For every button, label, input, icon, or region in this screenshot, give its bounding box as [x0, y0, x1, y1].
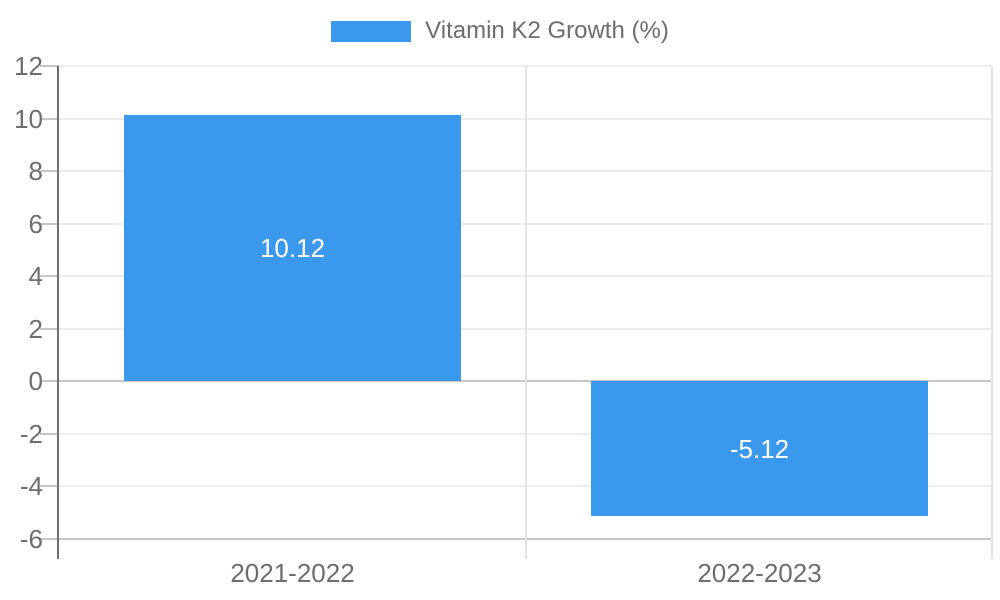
y-tick-mark: [40, 275, 59, 278]
y-tick-label: 12: [14, 51, 43, 81]
y-tick-mark: [40, 380, 59, 383]
y-tick-label: -6: [19, 524, 43, 554]
y-tick-mark: [40, 485, 59, 488]
x-axis-label: 2021-2022: [230, 558, 355, 588]
category-separator-line: [525, 66, 527, 559]
bar[interactable]: [591, 381, 928, 516]
bar-value-label: -5.12: [729, 433, 790, 464]
plot-right-border: [991, 66, 993, 559]
y-tick-label: 6: [28, 208, 43, 239]
y-tick-mark: [40, 327, 59, 330]
y-tick-mark: [40, 170, 59, 173]
bar-value-label: 10.12: [259, 233, 326, 264]
y-tick-label: 2: [28, 313, 43, 344]
y-tick-label: 8: [28, 156, 43, 187]
legend-swatch-icon: [331, 20, 412, 42]
y-axis-line: [57, 66, 59, 559]
x-axis-label: 2022-2023: [697, 558, 822, 588]
y-tick-mark: [40, 65, 59, 67]
y-tick-label: 4: [28, 261, 43, 292]
y-tick-mark: [40, 538, 59, 540]
chart-legend: Vitamin K2 Growth (%): [0, 18, 1000, 44]
y-tick-label: -2: [19, 418, 43, 449]
y-tick-mark: [40, 432, 59, 435]
y-tick-mark: [40, 117, 59, 120]
y-tick-mark: [40, 222, 59, 225]
y-tick-label: -4: [19, 471, 43, 502]
y-tick-label: 10: [14, 103, 43, 134]
bar[interactable]: [124, 115, 461, 382]
legend-label: Vitamin K2 Growth (%): [425, 17, 669, 44]
y-tick-label: 0: [28, 366, 43, 397]
